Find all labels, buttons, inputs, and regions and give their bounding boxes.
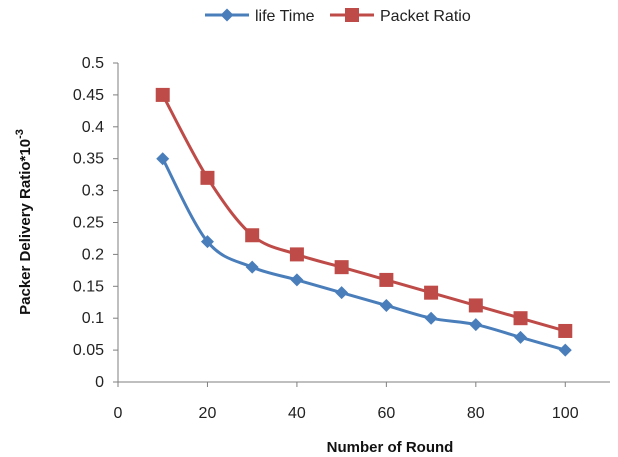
y-tick-label: 0.5 xyxy=(82,55,104,72)
data-point-packet-ratio xyxy=(513,311,528,326)
y-tick-label: 0.2 xyxy=(82,246,104,263)
series-line-life-time xyxy=(161,157,566,352)
data-point-packet-ratio xyxy=(155,87,170,102)
y-tick-label: 0.45 xyxy=(73,87,104,104)
data-point-packet-ratio xyxy=(424,285,439,300)
legend: life Time Packet Ratio xyxy=(205,8,471,25)
legend-item-packet-ratio: Packet Ratio xyxy=(330,8,471,25)
axes xyxy=(117,63,610,383)
y-tick-label: 0.35 xyxy=(73,151,104,168)
series-layer xyxy=(155,87,573,357)
data-point-life-time xyxy=(290,273,304,287)
data-point-life-time xyxy=(514,330,528,344)
data-point-life-time xyxy=(424,311,438,325)
y-ticks: 0 0.05 0.1 0.15 0.2 0.25 0.3 0.35 0.4 0.45 0.5 xyxy=(73,55,118,391)
x-axis-title: Number of Round xyxy=(327,439,454,456)
x-tick-label: 20 xyxy=(199,405,217,422)
data-point-packet-ratio xyxy=(558,323,573,338)
data-point-life-time xyxy=(200,235,214,249)
series-packet-ratio xyxy=(155,87,573,338)
data-point-packet-ratio xyxy=(379,272,394,287)
data-point-life-time xyxy=(245,260,259,274)
y-tick-label: 0.05 xyxy=(73,342,104,359)
legend-marker-packet-ratio xyxy=(345,8,359,22)
data-point-packet-ratio xyxy=(334,260,349,275)
data-point-packet-ratio xyxy=(245,228,260,243)
x-tick-label: 100 xyxy=(552,405,579,422)
y-axis-title-exponent: -3 xyxy=(14,129,26,139)
y-tick-label: 0 xyxy=(95,374,104,391)
data-point-life-time xyxy=(156,152,170,166)
data-point-life-time xyxy=(335,286,349,300)
x-tick-label: 40 xyxy=(288,405,306,422)
series-line-packet-ratio xyxy=(161,94,566,333)
data-point-life-time xyxy=(558,343,572,357)
y-axis-title: Packer Delivery Ratio*10-3 xyxy=(14,129,34,315)
data-point-packet-ratio xyxy=(289,247,304,262)
x-ticks: 0 20 40 60 80 100 xyxy=(114,382,579,422)
y-tick-label: 0.25 xyxy=(73,215,104,232)
data-point-packet-ratio xyxy=(200,170,215,185)
y-tick-label: 0.3 xyxy=(82,183,104,200)
data-point-life-time xyxy=(469,318,483,332)
legend-marker-life-time xyxy=(220,8,234,22)
legend-item-life-time: life Time xyxy=(205,8,315,25)
data-point-packet-ratio xyxy=(468,298,483,313)
y-tick-label: 0.4 xyxy=(82,119,104,136)
y-tick-label: 0.1 xyxy=(82,310,104,327)
y-axis-title-main: Packer Delivery Ratio*10 xyxy=(17,139,34,315)
x-tick-label: 60 xyxy=(377,405,395,422)
series-life-time xyxy=(156,152,572,357)
data-point-life-time xyxy=(379,298,393,312)
y-tick-label: 0.15 xyxy=(73,278,104,295)
x-tick-label: 80 xyxy=(467,405,485,422)
legend-label: life Time xyxy=(255,8,315,25)
legend-label: Packet Ratio xyxy=(380,8,471,25)
x-tick-label: 0 xyxy=(114,405,123,422)
